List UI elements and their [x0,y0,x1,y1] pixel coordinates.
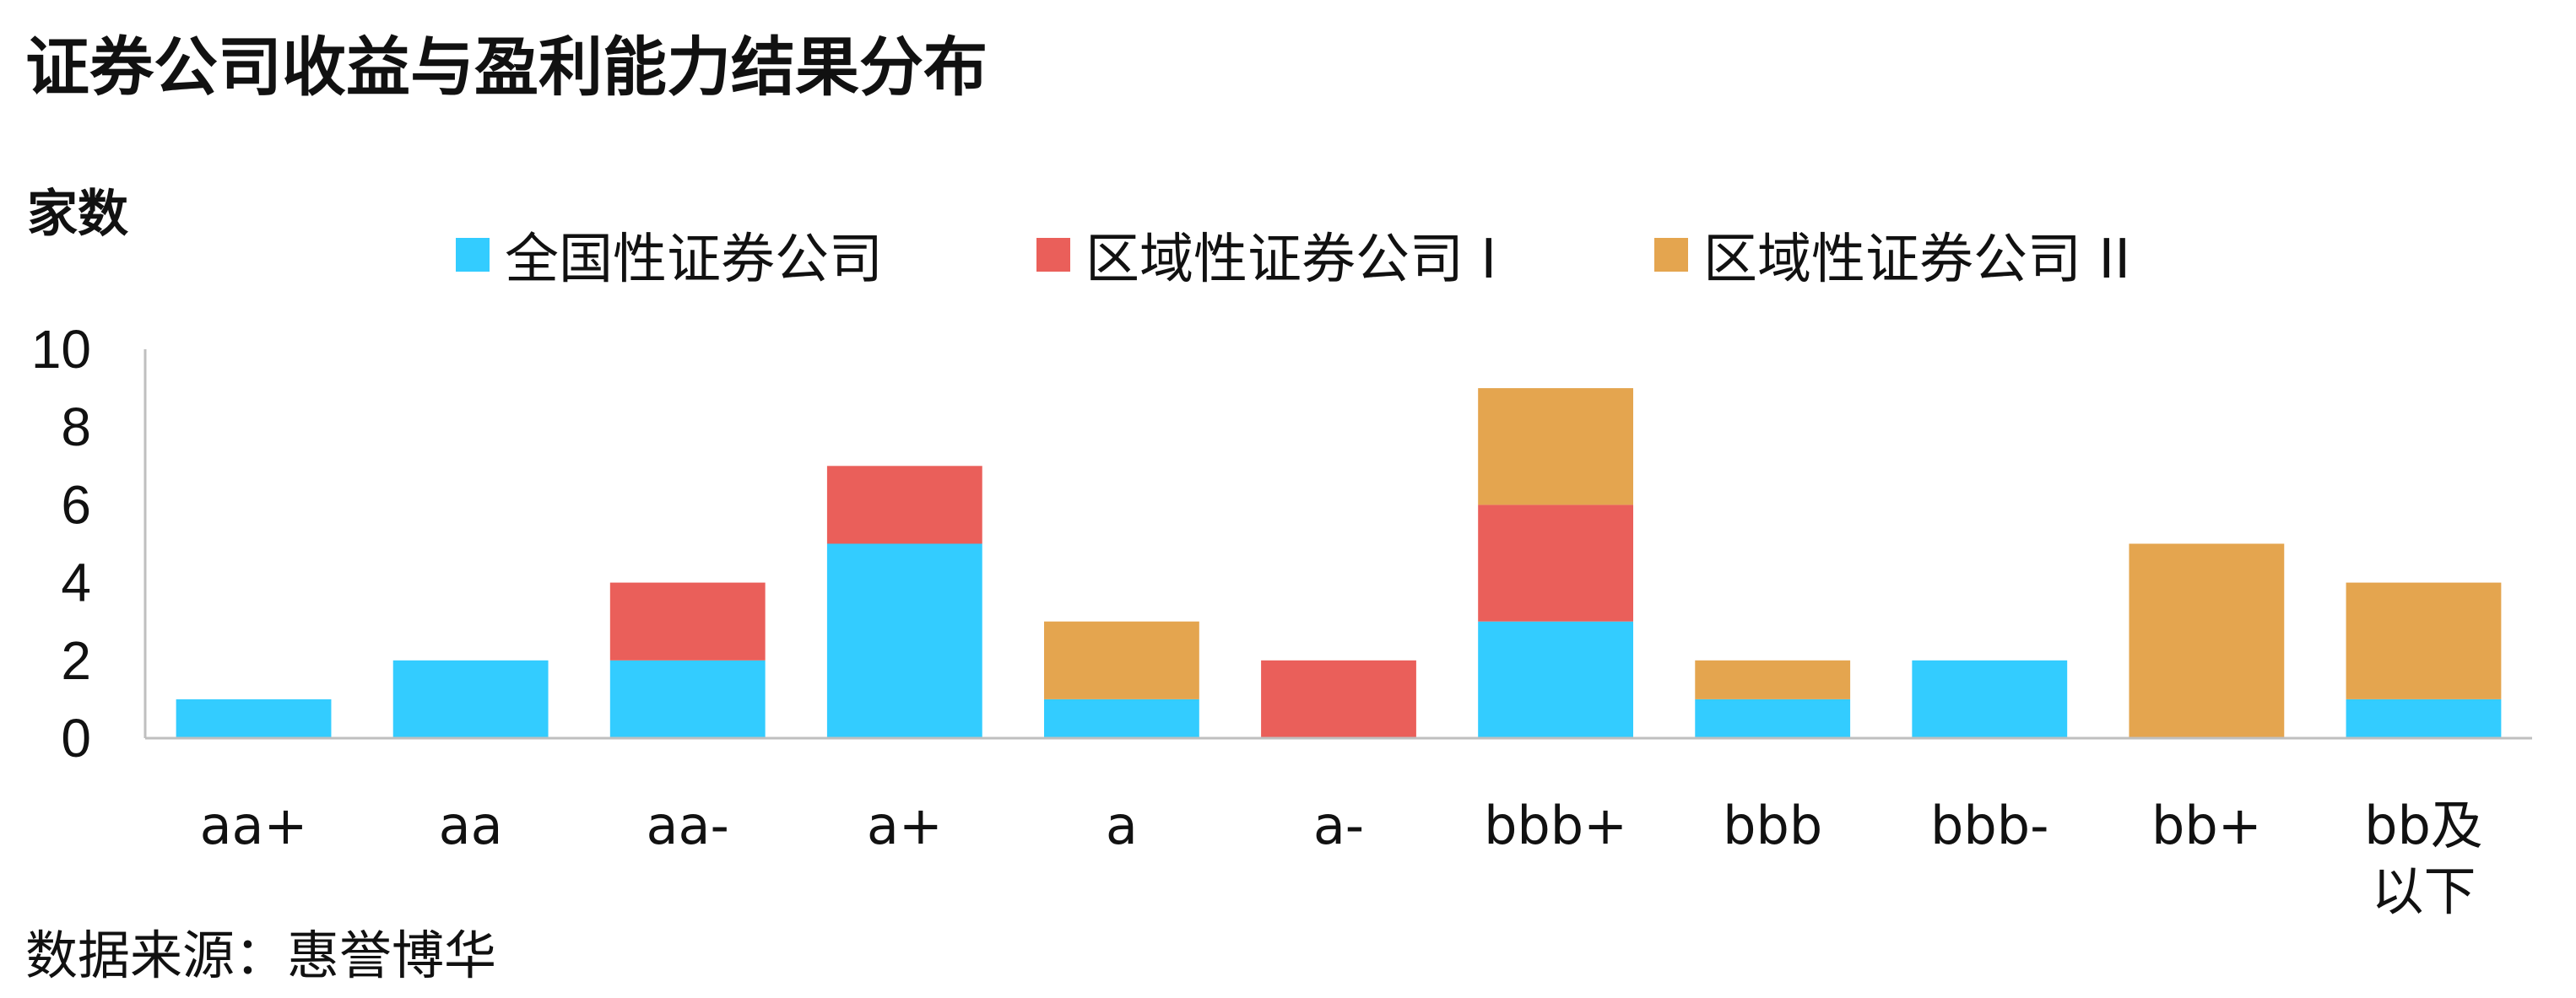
bar-bbb+-series-2 [1478,388,1634,505]
bar-bb及以下-series-0 [2346,699,2502,738]
bar-bbb-series-0 [1695,699,1851,738]
y-tick-label-0: 0 [61,708,91,769]
bar-aa+-series-0 [176,699,332,738]
x-tick-label-7: bbb [1723,795,1822,856]
data-source: 数据来源：惠誉博华 [25,925,497,986]
x-tick-label-1: aa [439,795,503,856]
x-tick-label-6: bbb+ [1484,795,1627,856]
x-tick-label-4: a [1106,795,1138,856]
bar-a+-series-1 [826,466,982,544]
bar-a-series-0 [1043,699,1199,738]
bar-a--series-1 [1261,660,1416,738]
y-tick-label-10: 10 [31,319,91,380]
x-tick-label-0: aa+ [200,795,308,856]
x-tick-label-3: a+ [867,795,943,856]
bar-bbb+-series-0 [1478,621,1634,738]
x-tick-label-5: a- [1313,795,1364,856]
x-tick-label-10: bb及以下 [2364,795,2483,922]
chart-title: 证券公司收益与盈利能力结果分布 [25,30,988,105]
bar-a-series-2 [1043,621,1199,699]
bar-aa--series-1 [609,582,766,661]
bar-bbb--series-0 [1912,660,2068,738]
x-tick-label-8: bbb- [1930,795,2048,856]
y-axis-label: 家数 [27,185,128,244]
y-tick-label-8: 8 [61,397,91,457]
bar-bb及以下-series-2 [2346,582,2502,699]
bar-aa-series-0 [392,660,549,738]
bar-bb+-series-2 [2129,543,2285,738]
y-tick-label-2: 2 [61,630,91,691]
y-tick-label-4: 4 [61,553,91,613]
bar-bbb-series-2 [1695,660,1851,699]
bar-bbb+-series-1 [1478,504,1634,622]
x-tick-label-2: aa- [647,795,729,856]
y-tick-label-6: 6 [61,474,91,535]
bar-a+-series-0 [826,543,982,738]
x-tick-label-9: bb+ [2151,795,2262,856]
bar-aa--series-0 [609,660,766,738]
